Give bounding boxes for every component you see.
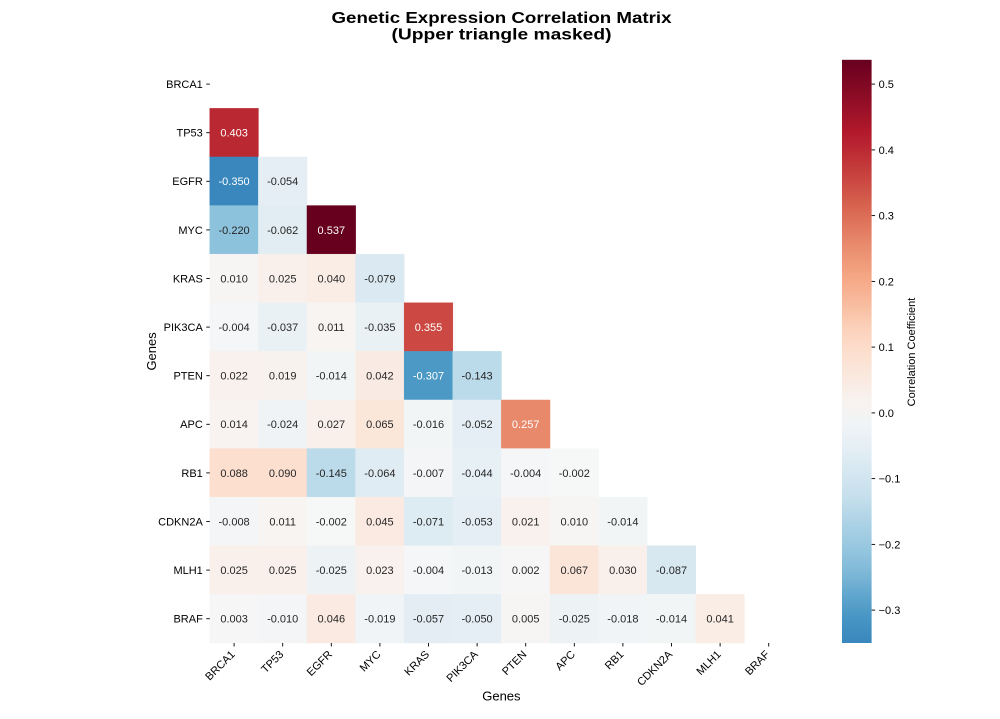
svg-text:EGFR: EGFR [172, 176, 203, 188]
svg-text:−0.3: −0.3 [879, 605, 901, 617]
svg-text:0.003: 0.003 [220, 614, 248, 626]
svg-text:-0.057: -0.057 [413, 614, 444, 626]
svg-text:0.046: 0.046 [318, 614, 346, 626]
svg-text:-0.220: -0.220 [218, 225, 249, 237]
svg-text:-0.079: -0.079 [364, 273, 395, 285]
svg-text:0.025: 0.025 [269, 273, 297, 285]
svg-text:-0.062: -0.062 [267, 225, 298, 237]
svg-text:MLH1: MLH1 [173, 565, 202, 577]
svg-text:-0.014: -0.014 [316, 371, 347, 383]
svg-text:0.1: 0.1 [879, 342, 894, 354]
svg-text:0.011: 0.011 [318, 322, 345, 334]
svg-text:-0.002: -0.002 [316, 516, 347, 528]
svg-text:-0.350: -0.350 [218, 176, 249, 188]
svg-text:0.005: 0.005 [512, 614, 540, 626]
svg-text:0.011: 0.011 [269, 516, 296, 528]
svg-text:Genetic Expression Correlation: Genetic Expression Correlation Matrix [332, 10, 673, 27]
svg-text:-0.018: -0.018 [607, 614, 638, 626]
svg-text:0.025: 0.025 [220, 565, 248, 577]
svg-text:KRAS: KRAS [173, 273, 203, 285]
svg-text:0.027: 0.027 [318, 419, 346, 431]
svg-text:-0.053: -0.053 [461, 516, 492, 528]
svg-text:-0.050: -0.050 [461, 614, 492, 626]
svg-text:0.010: 0.010 [220, 273, 248, 285]
svg-text:BRCA1: BRCA1 [166, 79, 203, 91]
svg-text:-0.064: -0.064 [364, 468, 395, 480]
svg-text:-0.004: -0.004 [510, 468, 541, 480]
svg-text:CDKN2A: CDKN2A [158, 516, 203, 528]
svg-text:−0.2: −0.2 [879, 539, 901, 551]
svg-text:0.065: 0.065 [366, 419, 394, 431]
svg-text:-0.044: -0.044 [461, 468, 492, 480]
svg-text:TP53: TP53 [177, 128, 203, 140]
svg-text:Genes: Genes [144, 332, 159, 371]
svg-text:0.030: 0.030 [609, 565, 637, 577]
svg-text:0.5: 0.5 [879, 79, 894, 91]
svg-text:0.2: 0.2 [879, 276, 894, 288]
svg-text:-0.025: -0.025 [559, 614, 590, 626]
svg-text:0.0: 0.0 [879, 408, 894, 420]
svg-text:0.022: 0.022 [220, 371, 248, 383]
svg-text:RB1: RB1 [181, 468, 202, 480]
svg-text:Genes: Genes [482, 689, 521, 704]
svg-text:0.4: 0.4 [879, 145, 894, 157]
svg-text:0.537: 0.537 [318, 225, 346, 237]
svg-text:-0.145: -0.145 [316, 468, 347, 480]
svg-text:-0.035: -0.035 [364, 322, 395, 334]
svg-text:-0.052: -0.052 [461, 419, 492, 431]
svg-text:-0.071: -0.071 [413, 516, 444, 528]
svg-text:-0.307: -0.307 [413, 371, 444, 383]
svg-text:Correlation Coefficient: Correlation Coefficient [906, 298, 918, 407]
svg-text:0.014: 0.014 [220, 419, 248, 431]
svg-text:-0.014: -0.014 [656, 614, 687, 626]
svg-text:0.090: 0.090 [269, 468, 297, 480]
svg-text:BRAF: BRAF [173, 614, 203, 626]
svg-text:0.403: 0.403 [220, 128, 248, 140]
svg-text:0.040: 0.040 [318, 273, 346, 285]
svg-text:-0.004: -0.004 [413, 565, 444, 577]
svg-text:-0.016: -0.016 [413, 419, 444, 431]
svg-text:0.041: 0.041 [706, 614, 734, 626]
svg-text:0.045: 0.045 [366, 516, 394, 528]
svg-text:−0.1: −0.1 [879, 474, 901, 486]
svg-text:0.042: 0.042 [366, 371, 394, 383]
svg-text:PTEN: PTEN [173, 371, 202, 383]
svg-text:0.010: 0.010 [561, 516, 589, 528]
svg-text:-0.025: -0.025 [316, 565, 347, 577]
svg-text:PIK3CA: PIK3CA [164, 322, 204, 334]
svg-text:-0.087: -0.087 [656, 565, 687, 577]
svg-text:0.019: 0.019 [269, 371, 297, 383]
svg-text:-0.002: -0.002 [559, 468, 590, 480]
svg-text:(Upper triangle masked): (Upper triangle masked) [392, 26, 612, 43]
svg-text:0.023: 0.023 [366, 565, 394, 577]
svg-text:0.088: 0.088 [220, 468, 248, 480]
svg-text:0.067: 0.067 [561, 565, 589, 577]
svg-text:-0.143: -0.143 [461, 371, 492, 383]
svg-text:-0.054: -0.054 [267, 176, 298, 188]
svg-text:0.025: 0.025 [269, 565, 297, 577]
svg-text:-0.019: -0.019 [364, 614, 395, 626]
svg-text:-0.024: -0.024 [267, 419, 298, 431]
svg-text:0.3: 0.3 [879, 211, 894, 223]
svg-text:0.355: 0.355 [415, 322, 443, 334]
svg-text:APC: APC [180, 419, 203, 431]
svg-text:-0.008: -0.008 [218, 516, 249, 528]
svg-text:-0.037: -0.037 [267, 322, 298, 334]
svg-text:0.257: 0.257 [512, 419, 540, 431]
svg-text:-0.004: -0.004 [218, 322, 249, 334]
svg-text:-0.007: -0.007 [413, 468, 444, 480]
svg-text:0.002: 0.002 [512, 565, 540, 577]
svg-text:MYC: MYC [178, 225, 203, 237]
svg-text:0.021: 0.021 [512, 516, 540, 528]
svg-text:-0.013: -0.013 [461, 565, 492, 577]
svg-text:-0.014: -0.014 [607, 516, 638, 528]
svg-text:-0.010: -0.010 [267, 614, 298, 626]
